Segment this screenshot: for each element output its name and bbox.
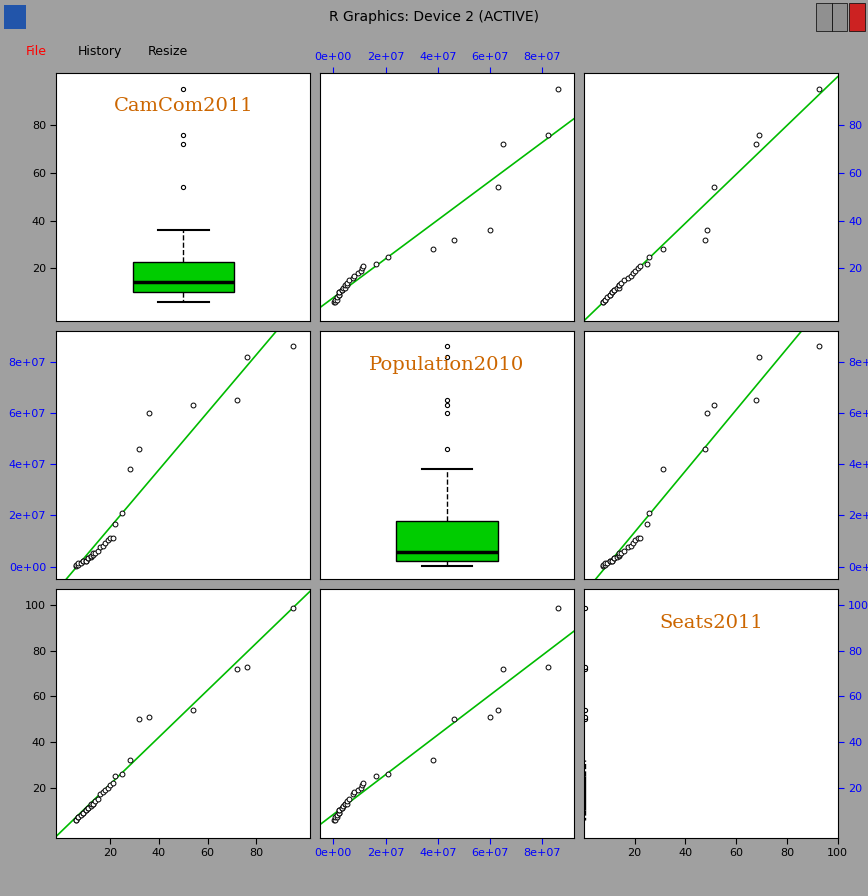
Text: Resize: Resize — [148, 45, 187, 57]
Text: R Graphics: Device 2 (ACTIVE): R Graphics: Device 2 (ACTIVE) — [329, 10, 539, 24]
PathPatch shape — [133, 262, 234, 292]
Bar — [4, 5, 26, 29]
Bar — [849, 4, 865, 30]
Text: History: History — [78, 45, 122, 57]
Text: Seats2011: Seats2011 — [659, 614, 763, 633]
Text: Population2010: Population2010 — [370, 356, 524, 374]
PathPatch shape — [397, 521, 497, 561]
Bar — [816, 4, 832, 30]
Text: CamCom2011: CamCom2011 — [114, 98, 253, 116]
Bar — [832, 4, 847, 30]
Text: File: File — [26, 45, 47, 57]
